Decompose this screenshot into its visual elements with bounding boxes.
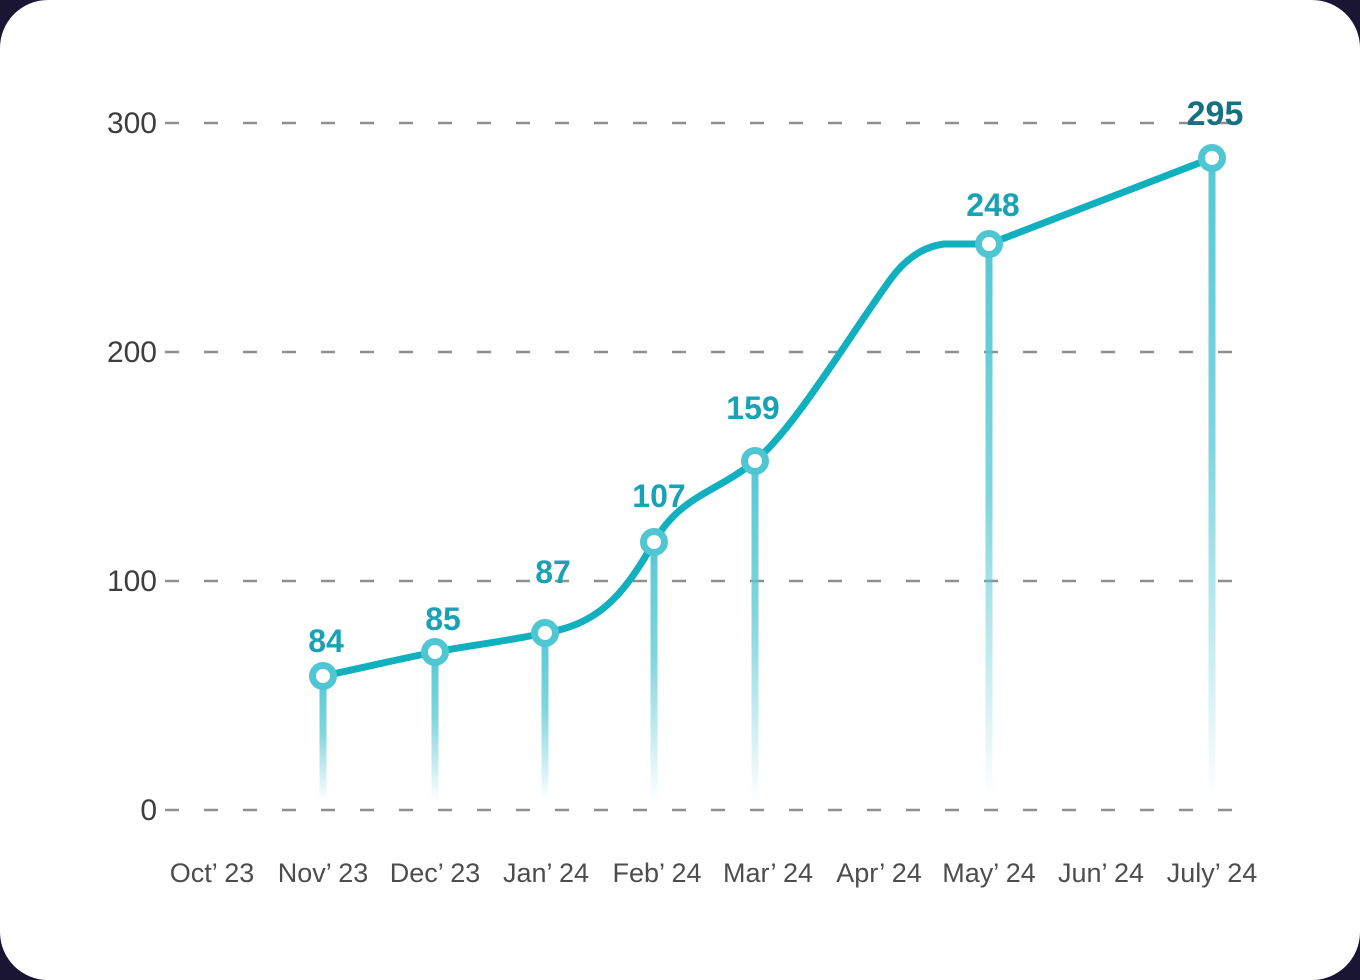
x-tick-label-7: Apr’ 24 [836,858,922,888]
data-point-marker-159 [741,447,769,475]
data-point-value-159: 159 [726,390,779,426]
drop-line-87 [541,633,549,800]
data-point-value-295: 295 [1187,95,1244,133]
data-point-value-85: 85 [425,601,461,637]
data-point-marker-85 [421,638,449,666]
data-point-marker-87 [531,619,559,647]
data-point-marker-107 [640,528,668,556]
x-tick-label-1: Oct’ 23 [170,858,255,888]
x-tick-label-3: Dec’ 23 [390,858,481,888]
x-tick-label-2: Nov’ 23 [278,858,369,888]
x-tick-label-6: Mar’ 24 [723,858,813,888]
y-tick-label-100: 100 [107,565,157,598]
data-point-marker-84 [309,662,337,690]
data-point-marker-248 [975,230,1003,258]
x-tick-label-5: Feb’ 24 [612,858,701,888]
drop-line-248 [985,244,993,800]
data-point-value-107: 107 [632,478,685,514]
drop-line-85 [431,652,439,800]
drop-line-159 [751,461,759,800]
drop-line-84 [319,676,327,800]
x-tick-label-9: Jun’ 24 [1058,858,1144,888]
data-point-marker-295 [1198,144,1226,172]
y-tick-label-0: 0 [140,794,157,827]
x-tick-label-4: Jan’ 24 [503,858,589,888]
x-tick-label-10: July’ 24 [1167,858,1258,888]
data-point-value-248: 248 [966,187,1019,223]
x-tick-label-8: May’ 24 [942,858,1036,888]
data-point-value-84: 84 [308,623,344,659]
data-point-value-87: 87 [535,554,571,590]
drop-line-107 [650,542,658,800]
y-tick-label-200: 200 [107,336,157,369]
y-tick-label-300: 300 [107,107,157,140]
drop-line-295 [1208,158,1216,800]
